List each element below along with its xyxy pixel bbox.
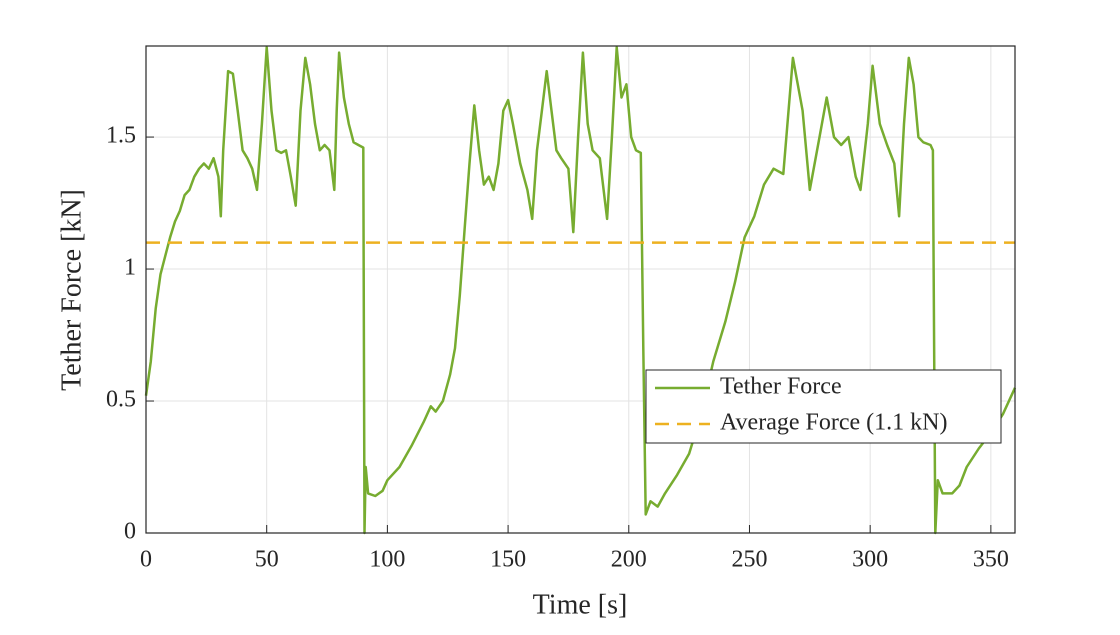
data-line <box>144 46 1017 535</box>
plot-frame <box>145 45 1016 534</box>
y-tick-label: 1.5 <box>106 123 136 149</box>
x-tick-label: 300 <box>852 547 888 573</box>
x-axis-title: Time [s] <box>533 589 628 620</box>
y-tick-label: 0.5 <box>106 387 136 413</box>
x-tick-label: 350 <box>973 547 1009 573</box>
x-tick-label: 0 <box>140 547 152 573</box>
legend-box <box>645 369 1002 444</box>
y-tick-label: 1 <box>124 255 136 281</box>
y-axis-title: Tether Force [kN] <box>56 189 87 391</box>
x-tick-label: 100 <box>369 547 405 573</box>
x-tick-label: 150 <box>490 547 526 573</box>
legend-label: Average Force (1.1 kN) <box>720 410 947 436</box>
x-tick-label: 250 <box>731 547 767 573</box>
x-tick-label: 50 <box>255 547 279 573</box>
x-tick-label: 200 <box>611 547 647 573</box>
legend-label: Tether Force <box>720 374 842 400</box>
y-tick-label: 0 <box>124 519 136 545</box>
